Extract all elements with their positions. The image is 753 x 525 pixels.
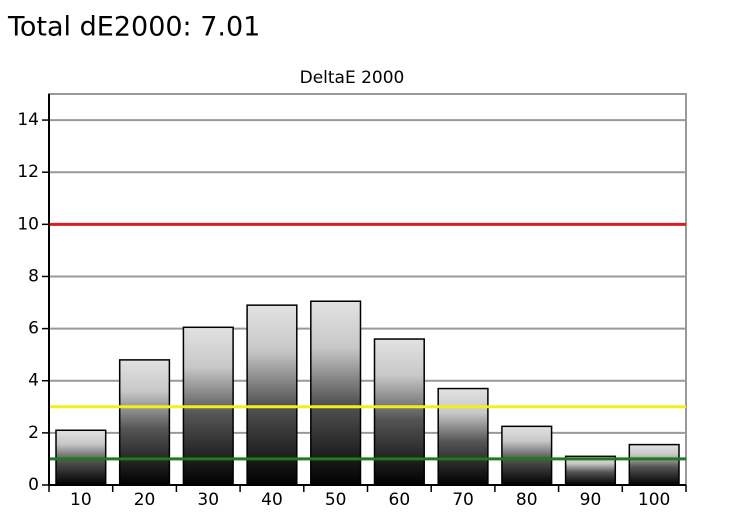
bar [310,300,362,486]
x-tick-label: 100 [638,490,670,510]
bar [437,387,489,486]
y-tick-label: 10 [17,214,39,234]
bar [118,359,171,486]
y-tick-label: 8 [28,266,39,286]
y-tick-label: 0 [28,475,39,495]
bar [246,304,298,486]
bar [564,455,617,486]
x-tick-label: 10 [70,490,92,510]
x-tick-label: 90 [580,490,602,510]
bar [628,443,680,486]
x-tick-label: 30 [197,490,219,510]
y-tick-label: 4 [28,371,39,391]
x-tick-label: 50 [325,490,347,510]
x-tick-label: 60 [389,490,411,510]
x-tick-label: 80 [516,490,538,510]
y-tick-label: 2 [28,423,39,443]
chart-title: DeltaE 2000 [300,68,405,88]
x-tick-label: 40 [261,490,283,510]
bar [501,425,553,486]
x-tick-label: 70 [452,490,474,510]
heading: Total dE2000: 7.01 [7,12,260,43]
y-tick-label: 12 [17,162,39,182]
y-tick-label: 14 [17,110,39,130]
x-tick-label: 20 [134,490,156,510]
bar [373,338,425,486]
y-tick-label: 6 [28,319,39,339]
